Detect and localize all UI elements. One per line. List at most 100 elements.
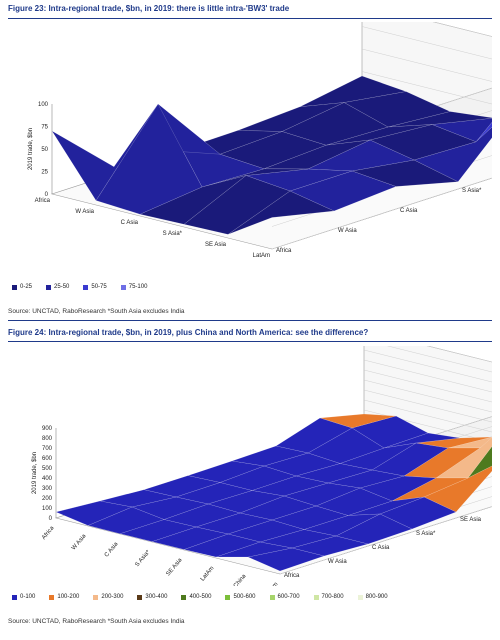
figure-23-surface-chart: 0 25 50 75 100 2019 trade, $bn Africa W Asia C A…	[28, 22, 492, 259]
x-category-label: LatAm	[200, 565, 216, 582]
legend-label: 25-50	[54, 284, 70, 290]
surface-cell	[281, 102, 389, 146]
surface-cell	[263, 452, 341, 477]
z-tick-label: 400	[42, 476, 53, 482]
x-category-label: C Asia	[121, 220, 139, 226]
legend-swatch	[269, 594, 275, 600]
surface-cell	[275, 417, 353, 454]
y-category-label: S Asia*	[462, 188, 482, 194]
x-category-label: W Asia	[71, 533, 88, 552]
z-tick-label: 50	[41, 147, 48, 153]
z-tick-label: 900	[42, 426, 53, 432]
legend-item: 75-100	[120, 284, 148, 290]
z-tick-label: 600	[42, 456, 53, 462]
surface-cell	[87, 506, 165, 534]
x-category-label: S Asia*	[134, 549, 151, 568]
legend-label: 700-800	[321, 594, 344, 600]
y-category-label: W Asia	[338, 228, 357, 234]
legend-item: 0-100	[12, 594, 35, 600]
legend-swatch	[225, 594, 231, 600]
legend-item: 400-500	[181, 594, 211, 600]
legend-item: 800-900	[357, 594, 388, 600]
surface-cell	[245, 168, 353, 192]
legend-label: 600-700	[277, 594, 300, 600]
surface-cell	[271, 505, 349, 530]
legend-item: 100-200	[49, 594, 79, 600]
legend-label: 400-500	[189, 594, 212, 600]
surface-cell	[307, 427, 385, 464]
legend-swatch	[12, 284, 17, 290]
z-tick-label: 0	[45, 192, 49, 198]
legend-label: 75-100	[128, 284, 148, 290]
surface-cell	[187, 460, 265, 483]
surface-cell	[289, 170, 397, 212]
surface-cell	[351, 159, 459, 187]
legend-label: 500-600	[233, 594, 256, 600]
legend-swatch	[357, 594, 363, 600]
legend-swatch	[83, 284, 89, 290]
x-category-label: LatAm	[253, 253, 270, 259]
x-category-label: Africa	[35, 198, 51, 204]
legend-item: 700-800	[313, 594, 344, 600]
figure-23-top-rule	[8, 18, 492, 19]
figure-24: Figure 24: Intra-regional trade, $bn, in…	[8, 328, 492, 634]
legend-swatch	[181, 594, 187, 600]
surface-cell	[227, 190, 335, 235]
legend-swatch	[313, 594, 319, 600]
surface-cell	[307, 139, 415, 172]
legend-swatch	[46, 284, 52, 290]
surface-cell	[237, 102, 345, 132]
surface-cell	[119, 519, 197, 542]
legend-swatch	[137, 594, 143, 600]
legend-label: 0-25	[20, 284, 33, 290]
figure-24-legend: 0-100 100-200 200-300 300-400 400-500 500-600…	[12, 594, 402, 600]
legend-swatch	[120, 284, 126, 290]
legend-item: 25-50	[46, 284, 69, 290]
z-axis-label: 2019 trade, $bn	[32, 452, 38, 494]
z-tick-label: 100	[42, 506, 53, 512]
legend-item: 50-75	[83, 284, 107, 290]
y-category-label: SE Asia	[460, 517, 482, 523]
surface-cell	[263, 139, 371, 170]
x-category-label: China	[233, 573, 248, 586]
legend-label: 0-100	[20, 594, 36, 600]
z-tick-label: 500	[42, 466, 53, 472]
legend-item: 600-700	[269, 594, 300, 600]
y-category-label: S Asia*	[416, 531, 436, 537]
x-category-label: W Asia	[75, 209, 94, 215]
figure-23-source: Source: UNCTAD, RaboResearch *South Asia…	[8, 308, 185, 315]
x-category-label: SE Asia	[205, 242, 227, 248]
surface-cell	[291, 535, 369, 557]
z-tick-label: 700	[42, 446, 53, 452]
surface-cell	[391, 477, 469, 502]
surface-cell	[371, 442, 449, 477]
surface-cell	[247, 547, 325, 572]
legend-label: 300-400	[145, 594, 168, 600]
legend-label: 200-300	[101, 594, 124, 600]
surface-cell	[227, 519, 305, 543]
legend-item: 500-600	[225, 594, 256, 600]
surface-cell	[319, 413, 397, 429]
figure-24-surface-chart: 0 100 200 300 400 500 600 700 800 900 2019 trade, …	[32, 346, 492, 586]
legend-item: 300-400	[137, 594, 167, 600]
surface-cell	[351, 415, 429, 449]
legend-swatch	[93, 594, 99, 600]
figure-24-source: Source: UNCTAD, RaboResearch *South Asia…	[8, 618, 185, 625]
x-category-label: S Asia*	[163, 231, 183, 237]
surface-cell	[259, 529, 337, 549]
surface-cell	[183, 533, 261, 558]
surface-cell	[303, 513, 381, 537]
legend-swatch	[12, 594, 17, 600]
surface-cell	[315, 487, 393, 516]
figure-23: Figure 23: Intra-regional trade, $bn, in…	[8, 4, 492, 321]
z-tick-label: 200	[42, 496, 53, 502]
z-tick-label: 100	[38, 102, 49, 108]
z-tick-label: 300	[42, 486, 53, 492]
figure-23-legend: 0-25 25-50 50-75 75-100	[12, 284, 161, 290]
z-tick-label: 800	[42, 436, 53, 442]
y-category-label: W Asia	[328, 559, 347, 565]
surface-cell	[55, 500, 133, 526]
x-category-label: C Asia	[104, 541, 120, 559]
surface-cell	[383, 432, 461, 449]
x-category-label: Africa	[41, 525, 56, 541]
